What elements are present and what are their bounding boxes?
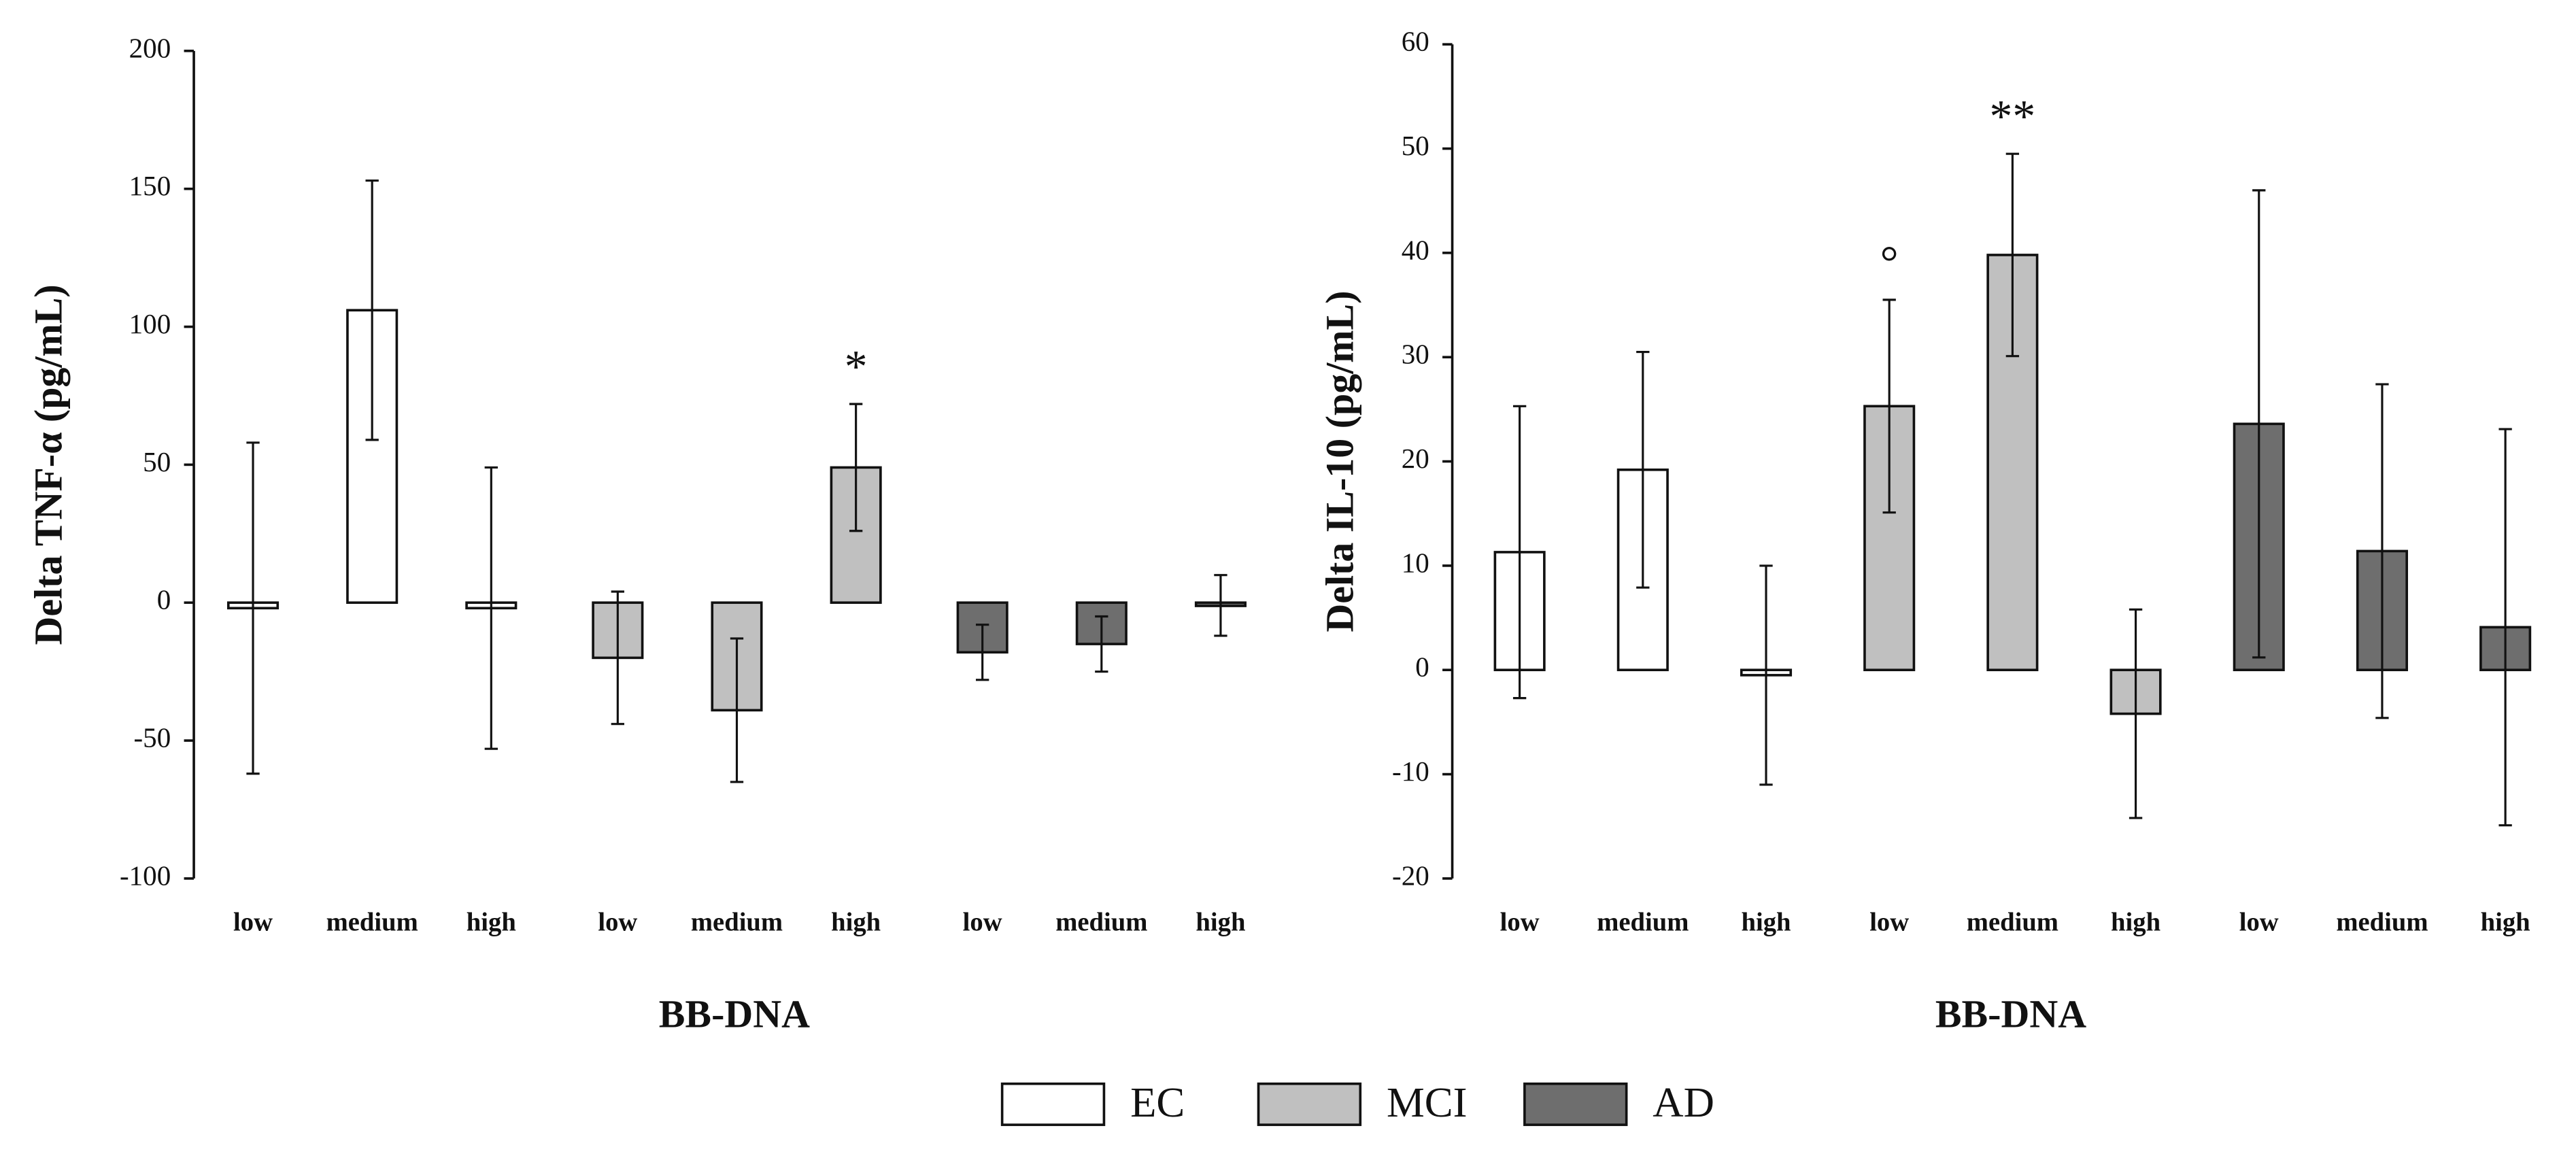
y-tick-label: 150 xyxy=(129,170,171,201)
x-tick-label: high xyxy=(1741,908,1791,936)
y-axis-title: Delta TNF-α (pg/mL) xyxy=(27,284,71,645)
legend-label: AD xyxy=(1653,1078,1714,1126)
annotation: * xyxy=(845,341,868,392)
x-tick-label: low xyxy=(598,908,637,936)
annotation: ** xyxy=(1990,90,2036,141)
y-tick-label: 50 xyxy=(143,446,171,477)
x-tick-label: medium xyxy=(1597,908,1689,936)
y-tick-label: -50 xyxy=(134,721,171,753)
y-axis-title: Delta IL-10 (pg/mL) xyxy=(1317,290,1361,632)
y-tick-label: 20 xyxy=(1402,443,1429,474)
y-tick-label: 200 xyxy=(129,32,171,63)
y-tick-label: 40 xyxy=(1402,234,1429,265)
legend-swatch xyxy=(1523,1082,1628,1126)
y-tick-label: -100 xyxy=(120,860,171,891)
x-tick-label: low xyxy=(963,908,1002,936)
y-tick-label: -10 xyxy=(1392,755,1429,787)
legend-label: EC xyxy=(1130,1078,1185,1126)
x-tick-label: medium xyxy=(1967,908,2058,936)
x-tick-label: low xyxy=(1869,908,1909,936)
y-tick-label: 60 xyxy=(1402,26,1429,57)
y-tick-label: 0 xyxy=(1415,651,1429,683)
x-tick-label: high xyxy=(2481,908,2530,936)
legend-swatch xyxy=(1257,1082,1362,1126)
x-tick-label: low xyxy=(233,908,273,936)
x-tick-label: high xyxy=(2111,908,2160,936)
x-tick-label: medium xyxy=(691,908,783,936)
x-tick-label: high xyxy=(1196,908,1245,936)
x-tick-label: low xyxy=(2239,908,2279,936)
x-axis-title: BB-DNA xyxy=(1935,991,2086,1036)
x-axis-title: BB-DNA xyxy=(659,991,810,1036)
y-tick-label: 100 xyxy=(129,308,171,339)
x-tick-label: medium xyxy=(2336,908,2428,936)
y-tick-label: 10 xyxy=(1402,547,1429,578)
x-tick-label: low xyxy=(1500,908,1540,936)
y-tick-label: 50 xyxy=(1402,130,1429,161)
annotation: ° xyxy=(1880,237,1899,288)
x-tick-label: medium xyxy=(326,908,418,936)
y-tick-label: -20 xyxy=(1392,860,1429,891)
x-tick-label: medium xyxy=(1055,908,1147,936)
x-tick-label: high xyxy=(831,908,881,936)
legend-label: MCI xyxy=(1387,1078,1468,1126)
y-tick-label: 0 xyxy=(157,584,171,615)
legend-swatch xyxy=(1000,1082,1106,1126)
y-tick-label: 30 xyxy=(1402,339,1429,370)
x-tick-label: high xyxy=(467,908,516,936)
